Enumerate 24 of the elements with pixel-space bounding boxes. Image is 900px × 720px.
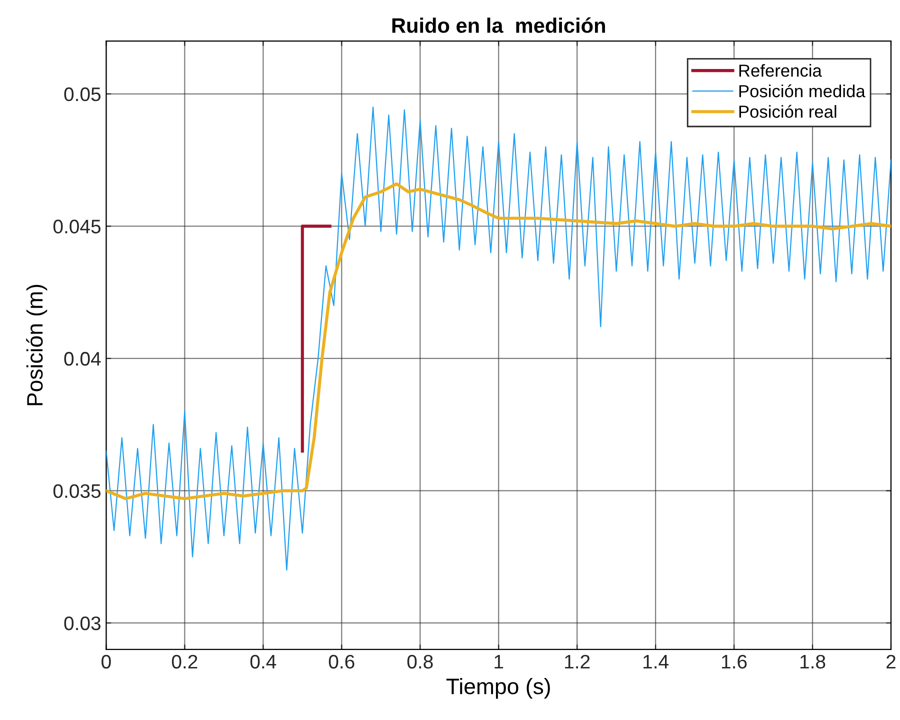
x-tick-label: 1 [494,655,504,668]
x-axis-title: Tiempo (s) [446,678,550,699]
y-tick-label: 0.04 [64,352,101,366]
line-series [106,106,891,571]
chart-title: Ruido en la medición [392,17,605,33]
legend-label: Posición medida [739,84,866,98]
legend-label: Posición real [739,104,836,118]
x-tick-label: 0.4 [250,654,276,669]
x-tick-label: 0 [102,654,111,669]
y-tick-label: 0.045 [53,220,101,234]
line-series [106,182,891,500]
y-tick-label: 0.05 [64,87,101,102]
y-axis-title: Posición (m) [26,284,48,406]
x-tick-label: 1.4 [644,655,669,668]
x-tick-label: 1.2 [565,654,590,668]
x-tick-label: 0.8 [407,654,433,669]
legend-label: Referencia [739,64,822,77]
x-tick-label: 0.2 [172,654,198,669]
y-tick-label: 0.035 [53,484,101,498]
x-tick-label: 2 [886,654,896,668]
x-tick-label: 1.8 [800,654,826,669]
x-tick-label: 0.6 [328,654,354,669]
y-tick-label: 0.03 [64,616,100,630]
x-tick-label: 1.6 [722,654,747,669]
